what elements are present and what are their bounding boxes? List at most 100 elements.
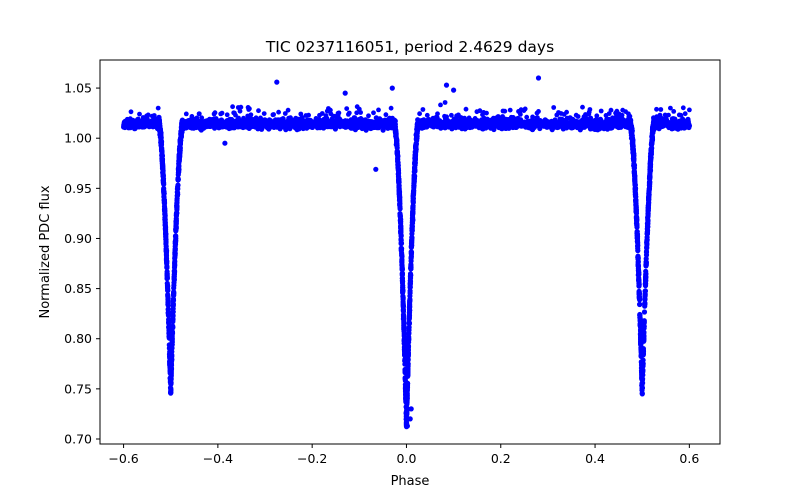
data-point	[174, 186, 180, 192]
data-point	[173, 235, 179, 241]
data-point	[405, 352, 411, 358]
data-point	[157, 126, 163, 132]
data-point	[407, 278, 413, 284]
data-point	[650, 127, 656, 134]
data-point	[635, 255, 641, 261]
data-point	[165, 287, 171, 293]
data-point	[401, 325, 407, 331]
data-point	[634, 233, 641, 239]
y-tick-label: 1.05	[64, 81, 92, 96]
data-point	[402, 356, 408, 362]
data-point	[163, 241, 169, 247]
data-point	[633, 198, 639, 204]
data-point	[170, 317, 176, 323]
data-point	[401, 314, 407, 320]
data-point	[406, 326, 412, 332]
data-point	[587, 107, 593, 112]
data-point	[230, 104, 236, 110]
data-point	[627, 124, 634, 131]
data-point	[395, 157, 401, 163]
data-point	[535, 75, 542, 81]
data-point	[435, 111, 440, 117]
data-point	[641, 318, 647, 324]
data-point	[222, 140, 228, 146]
data-point	[371, 110, 376, 116]
data-point	[651, 120, 657, 126]
data-point	[636, 290, 642, 297]
data-point	[175, 165, 181, 172]
x-tick-label: −0.4	[203, 451, 233, 466]
data-point	[167, 353, 173, 359]
data-point	[401, 344, 408, 350]
data-point	[398, 228, 404, 234]
data-point	[398, 246, 404, 252]
data-point	[366, 113, 371, 119]
data-point	[642, 293, 648, 299]
data-point	[403, 419, 409, 425]
data-point	[411, 185, 417, 191]
data-point	[396, 184, 402, 190]
data-point	[319, 111, 325, 116]
data-point	[649, 145, 655, 151]
data-point	[170, 325, 176, 331]
data-point	[398, 217, 404, 223]
data-point	[686, 123, 693, 129]
data-point	[649, 141, 655, 147]
data-point	[233, 112, 238, 118]
data-point	[633, 214, 640, 220]
data-point	[407, 297, 413, 303]
data-point	[159, 152, 165, 158]
data-point	[196, 111, 202, 117]
data-point	[179, 120, 186, 127]
data-point	[651, 115, 657, 121]
data-point	[183, 111, 189, 117]
data-point	[376, 107, 381, 113]
data-point	[636, 278, 642, 284]
data-point	[405, 345, 411, 351]
data-point	[680, 105, 686, 111]
y-tick-label: 0.85	[64, 281, 92, 296]
data-point	[398, 232, 404, 238]
data-point	[629, 136, 636, 142]
data-point	[594, 113, 600, 119]
data-point	[417, 111, 422, 117]
data-point	[392, 123, 398, 129]
data-point	[399, 262, 405, 268]
data-point	[635, 242, 641, 248]
data-point	[639, 382, 645, 388]
data-point	[644, 241, 650, 247]
data-point	[502, 108, 508, 114]
data-point	[400, 278, 406, 284]
data-point	[158, 131, 164, 137]
data-point	[170, 296, 176, 302]
data-point	[406, 331, 412, 337]
data-point	[608, 107, 614, 113]
data-point	[407, 304, 413, 310]
data-point	[588, 115, 594, 121]
data-point	[163, 257, 169, 263]
x-axis-label: Phase	[391, 474, 430, 489]
data-point	[638, 341, 644, 347]
data-point	[238, 104, 244, 110]
data-point	[647, 168, 653, 174]
data-point	[400, 308, 407, 314]
data-point	[261, 111, 267, 116]
data-point	[328, 107, 333, 113]
data-point	[642, 288, 648, 294]
data-point	[635, 272, 641, 278]
data-point	[158, 139, 164, 145]
data-point	[159, 157, 165, 163]
data-point	[282, 111, 288, 116]
data-point	[405, 361, 411, 367]
data-point	[158, 147, 165, 153]
data-point	[642, 283, 649, 289]
data-point	[174, 205, 180, 211]
data-point	[632, 191, 638, 198]
data-point	[639, 375, 645, 381]
data-point	[413, 136, 419, 142]
data-point	[641, 309, 648, 315]
data-point	[171, 277, 177, 283]
data-point	[671, 109, 677, 114]
data-point	[598, 108, 604, 114]
data-point	[128, 109, 134, 115]
